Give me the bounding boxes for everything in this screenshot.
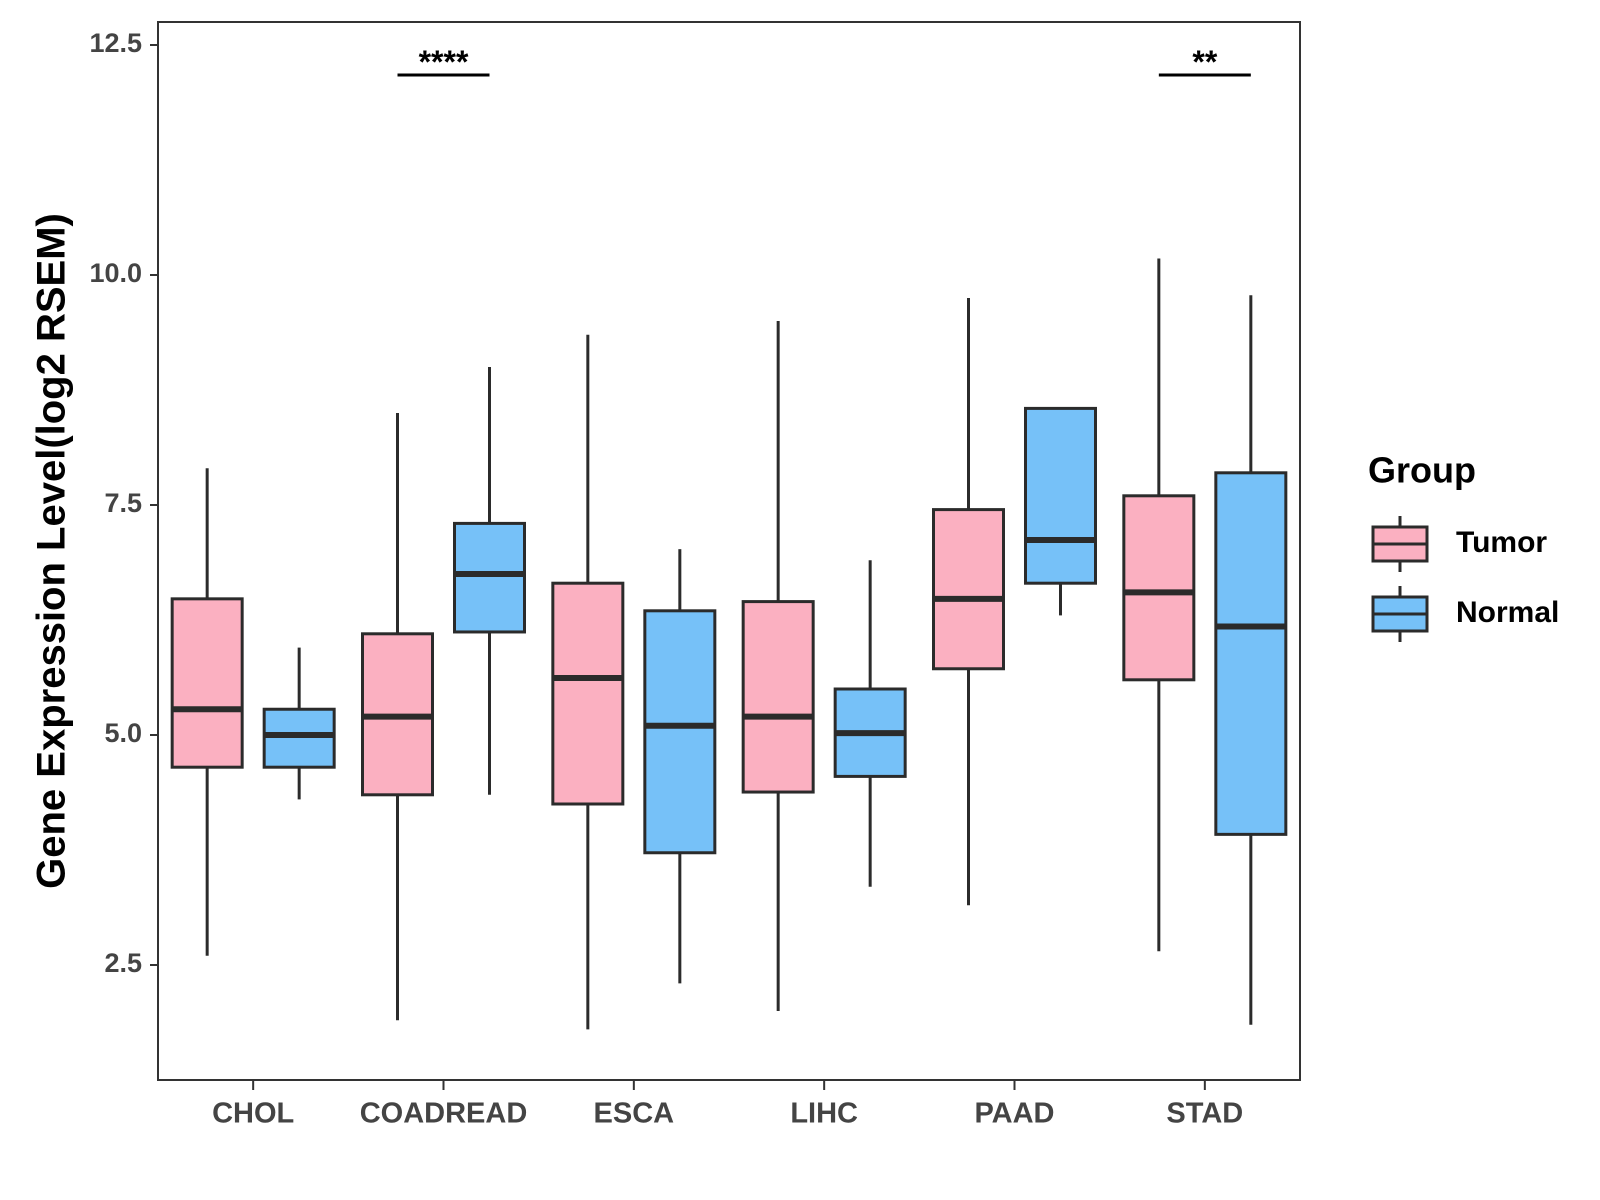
legend-label-tumor: Tumor — [1456, 526, 1547, 559]
box-tumor-chol — [170, 468, 244, 956]
box-normal-lihc — [833, 560, 907, 887]
box-tumor-stad — [1122, 258, 1196, 952]
box-normal-chol — [262, 647, 336, 800]
x-tick-label: PAAD — [974, 1098, 1054, 1130]
significance-label: ** — [1192, 44, 1217, 80]
y-axis-label: Gene Expression Level(log2 RSEM) — [30, 213, 74, 889]
box-tumor-paad — [932, 298, 1005, 906]
box-body — [741, 600, 815, 794]
x-tick-label: COADREAD — [360, 1098, 528, 1130]
y-axis: 2.5 5.0 7.5 10.0 12.5 — [89, 28, 158, 978]
y-tick-label: 2.5 — [104, 948, 142, 978]
x-axis: CHOL COADREAD ESCA LIHC PAAD STAD — [212, 1080, 1243, 1130]
legend-key-normal — [1371, 586, 1429, 642]
box-body — [1024, 406, 1097, 585]
x-tick-label: CHOL — [212, 1098, 294, 1130]
legend-title: Group — [1368, 450, 1476, 491]
y-tick-label: 12.5 — [89, 28, 142, 58]
box-normal-esca — [643, 549, 717, 984]
box-body — [170, 597, 244, 769]
box-body — [1214, 471, 1288, 836]
legend: Group Tumor Normal — [1368, 450, 1559, 642]
box-body — [551, 581, 625, 806]
x-tick-label: ESCA — [594, 1098, 675, 1130]
box-normal-stad — [1214, 295, 1288, 1025]
x-tick-label: LIHC — [790, 1098, 858, 1130]
box-normal-coadread — [453, 367, 526, 795]
box-body — [643, 609, 717, 855]
box-series — [170, 258, 1288, 1030]
box-body — [453, 521, 526, 634]
box-tumor-coadread — [361, 413, 434, 1021]
legend-label-normal: Normal — [1456, 596, 1559, 629]
box-body — [932, 508, 1005, 671]
significance-annotations: **** ** — [397, 44, 1251, 80]
box-body — [1122, 494, 1196, 682]
y-tick-label: 10.0 — [89, 258, 142, 288]
box-normal-paad — [1024, 406, 1097, 616]
plot-panel — [157, 21, 1301, 1081]
y-tick-label: 7.5 — [104, 488, 142, 518]
significance-label: **** — [419, 44, 469, 80]
box-body — [262, 707, 336, 769]
box-tumor-esca — [551, 334, 625, 1030]
y-tick-label: 5.0 — [104, 718, 142, 748]
legend-key-tumor — [1371, 516, 1429, 572]
x-tick-label: STAD — [1166, 1098, 1243, 1130]
box-tumor-lihc — [741, 321, 815, 1011]
